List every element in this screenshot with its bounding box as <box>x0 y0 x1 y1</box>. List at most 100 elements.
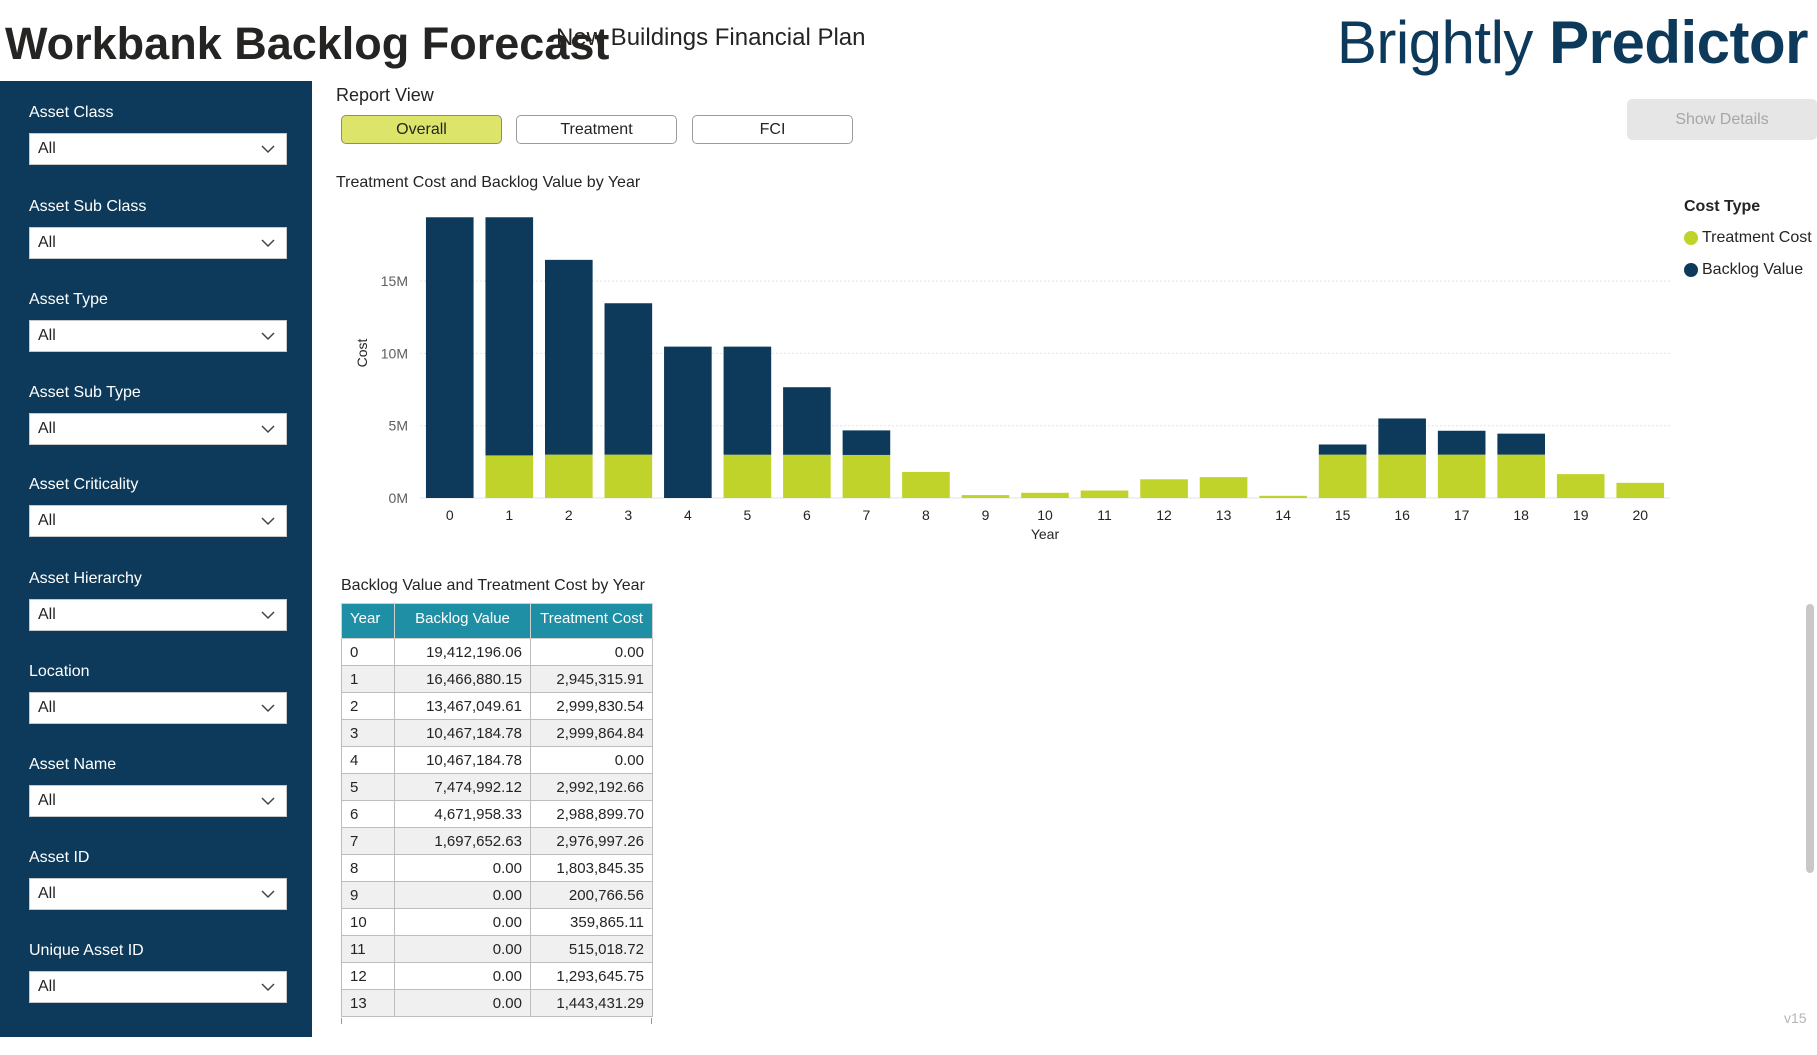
column-header-treatment-cost[interactable]: Treatment Cost <box>530 603 653 639</box>
backlog-table: Year Backlog Value Treatment Cost 0 19,41… <box>341 603 653 1017</box>
bar-backlog-value[interactable] <box>545 259 593 455</box>
asset-sub-type-dropdown[interactable]: All <box>29 413 287 445</box>
filter-asset-name: Asset Name All <box>29 753 287 817</box>
chevron-down-icon <box>261 611 275 620</box>
bar-treatment-cost[interactable] <box>1378 454 1426 498</box>
bar-treatment-cost[interactable] <box>1318 454 1367 498</box>
page-scrollbar[interactable] <box>1806 604 1814 873</box>
cell-treatment-cost: 2,945,315.91 <box>530 665 653 693</box>
bar-treatment-cost[interactable] <box>1140 479 1188 498</box>
bar-backlog-value[interactable] <box>1378 418 1426 455</box>
asset-sub-class-dropdown[interactable]: All <box>29 227 287 259</box>
table-row[interactable]: 10 0.00 359,865.11 <box>341 908 653 936</box>
bar-treatment-cost[interactable] <box>1556 474 1605 498</box>
treatment-button[interactable]: Treatment <box>516 115 677 144</box>
x-tick-label: 15 <box>1335 507 1351 523</box>
bar-treatment-cost[interactable] <box>485 455 534 498</box>
chevron-down-icon <box>261 704 275 713</box>
legend-item-treatment-cost[interactable]: Treatment Cost <box>1684 222 1812 254</box>
dropdown-value: All <box>38 699 56 716</box>
table-row[interactable]: 11 0.00 515,018.72 <box>341 935 653 963</box>
brightly-predictor-logo: Brightly Predictor <box>1337 8 1809 77</box>
cell-backlog-value: 0.00 <box>394 935 531 963</box>
cell-treatment-cost: 515,018.72 <box>530 935 653 963</box>
table-row[interactable]: 3 10,467,184.78 2,999,864.84 <box>341 719 653 747</box>
bar-treatment-cost[interactable] <box>1437 454 1486 498</box>
asset-hierarchy-dropdown[interactable]: All <box>29 599 287 631</box>
x-tick-label: 9 <box>982 507 990 523</box>
bar-backlog-value[interactable] <box>425 217 474 498</box>
chevron-down-icon <box>261 797 275 806</box>
bar-backlog-value[interactable] <box>604 303 653 455</box>
bar-treatment-cost[interactable] <box>1497 454 1545 498</box>
filter-asset-type: Asset Type All <box>29 288 287 352</box>
asset-class-dropdown[interactable]: All <box>29 133 287 165</box>
cell-year: 9 <box>341 881 395 909</box>
x-tick-label: 4 <box>684 507 692 523</box>
location-dropdown[interactable]: All <box>29 692 287 724</box>
bar-backlog-value[interactable] <box>1318 444 1367 455</box>
cell-backlog-value: 0.00 <box>394 962 531 990</box>
bar-treatment-cost[interactable] <box>1021 492 1069 498</box>
cell-treatment-cost: 0.00 <box>530 638 653 666</box>
filter-unique-asset-id: Unique Asset ID All <box>29 939 287 1003</box>
dropdown-value: All <box>38 792 56 809</box>
bar-treatment-cost[interactable] <box>604 454 653 498</box>
bar-treatment-cost[interactable] <box>1199 477 1248 498</box>
report-view-label: Report View <box>336 85 434 105</box>
x-tick-label: 19 <box>1573 507 1589 523</box>
bar-treatment-cost[interactable] <box>783 454 831 498</box>
cell-backlog-value: 13,467,049.61 <box>394 692 531 720</box>
legend-item-backlog-value[interactable]: Backlog Value <box>1684 254 1812 286</box>
table-row[interactable]: 0 19,412,196.06 0.00 <box>341 638 653 666</box>
asset-id-dropdown[interactable]: All <box>29 878 287 910</box>
bar-treatment-cost[interactable] <box>902 471 950 498</box>
table-row[interactable]: 4 10,467,184.78 0.00 <box>341 746 653 774</box>
table-row[interactable]: 7 1,697,652.63 2,976,997.26 <box>341 827 653 855</box>
table-row[interactable]: 8 0.00 1,803,845.35 <box>341 854 653 882</box>
bar-backlog-value[interactable] <box>842 430 891 455</box>
bar-treatment-cost[interactable] <box>842 454 891 498</box>
bar-treatment-cost[interactable] <box>1080 490 1129 498</box>
bar-backlog-value[interactable] <box>1497 433 1545 455</box>
table-row[interactable]: 1 16,466,880.15 2,945,315.91 <box>341 665 653 693</box>
bar-backlog-value[interactable] <box>723 346 772 455</box>
table-row[interactable]: 6 4,671,958.33 2,988,899.70 <box>341 800 653 828</box>
filter-label: Asset Name <box>29 756 117 773</box>
bar-backlog-value[interactable] <box>783 387 831 455</box>
fci-button[interactable]: FCI <box>692 115 853 144</box>
bar-backlog-value[interactable] <box>1437 430 1486 455</box>
cell-year: 5 <box>341 773 395 801</box>
page-title: Workbank Backlog Forecast <box>5 18 610 69</box>
table-row[interactable]: 13 0.00 1,443,431.29 <box>341 989 653 1017</box>
bar-backlog-value[interactable] <box>485 217 534 456</box>
y-tick-label: 15M <box>381 273 408 289</box>
table-row[interactable]: 12 0.00 1,293,645.75 <box>341 962 653 990</box>
bar-treatment-cost[interactable] <box>723 454 772 498</box>
x-tick-label: 13 <box>1216 507 1232 523</box>
bar-treatment-cost[interactable] <box>1616 482 1665 498</box>
asset-type-dropdown[interactable]: All <box>29 320 287 352</box>
bar-treatment-cost[interactable] <box>545 454 593 498</box>
legend-title: Cost Type <box>1684 198 1761 215</box>
bar-treatment-cost[interactable] <box>1259 495 1307 498</box>
show-details-button[interactable]: Show Details <box>1627 99 1817 140</box>
filter-asset-class: Asset Class All <box>29 101 287 165</box>
asset-name-dropdown[interactable]: All <box>29 785 287 817</box>
table-row[interactable]: 9 0.00 200,766.56 <box>341 881 653 909</box>
asset-criticality-dropdown[interactable]: All <box>29 505 287 537</box>
y-tick-label: 10M <box>381 345 408 361</box>
table-title: Backlog Value and Treatment Cost by Year <box>341 577 645 594</box>
version-label: v15 <box>1784 1010 1807 1026</box>
overall-button[interactable]: Overall <box>341 115 502 144</box>
x-tick-label: 14 <box>1275 507 1291 523</box>
column-header-backlog-value[interactable]: Backlog Value <box>394 603 531 639</box>
bar-backlog-value[interactable] <box>664 346 712 498</box>
table-row[interactable]: 2 13,467,049.61 2,999,830.54 <box>341 692 653 720</box>
cell-year: 10 <box>341 908 395 936</box>
unique-asset-id-dropdown[interactable]: All <box>29 971 287 1003</box>
x-tick-label: 1 <box>505 507 513 523</box>
column-header-year[interactable]: Year <box>341 603 395 639</box>
table-row[interactable]: 5 7,474,992.12 2,992,192.66 <box>341 773 653 801</box>
bar-treatment-cost[interactable] <box>961 495 1010 498</box>
